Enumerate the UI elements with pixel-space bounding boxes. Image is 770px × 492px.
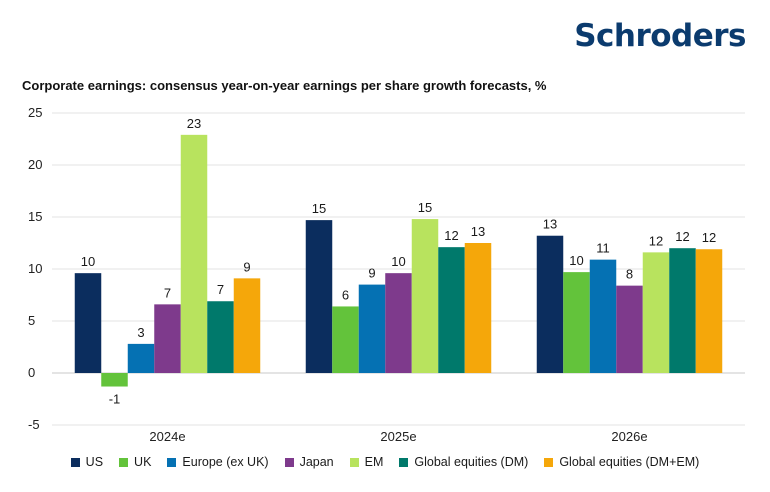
legend-swatch: [119, 457, 129, 467]
legend-item: UK: [119, 455, 151, 469]
bar: [563, 272, 590, 373]
data-label: 13: [471, 224, 485, 239]
data-label: 3: [137, 325, 144, 340]
legend-swatch: [284, 457, 294, 467]
data-label: 11: [596, 241, 610, 256]
bar: [332, 306, 359, 373]
bar: [180, 134, 208, 373]
bar: [464, 243, 492, 373]
data-label: 23: [187, 116, 201, 131]
y-tick-label: -5: [28, 417, 40, 432]
legend-label: UK: [134, 455, 152, 469]
legend-item: EM: [349, 455, 384, 469]
data-label: 12: [444, 228, 458, 243]
chart-legend: US UK Europe (ex UK) Japan EM Global equities…: [0, 455, 770, 469]
bar: [642, 252, 670, 373]
legend-swatch: [70, 457, 80, 467]
legend-item: Europe (ex UK): [167, 455, 269, 469]
data-label: 12: [675, 229, 689, 244]
data-label: 12: [702, 230, 716, 245]
data-label: 8: [626, 267, 633, 282]
chart-title: Corporate earnings: consensus year-on-ye…: [22, 78, 547, 93]
data-label: 12: [649, 233, 663, 248]
bar: [385, 273, 412, 373]
bar: [154, 304, 181, 373]
legend-item: US: [70, 455, 104, 469]
x-tick-label: 2024e: [149, 429, 185, 444]
legend-item: Japan: [284, 455, 334, 469]
data-label: 9: [243, 259, 250, 274]
schroders-logo: Schroders: [574, 18, 746, 54]
bar: [207, 301, 234, 373]
y-tick-label: 20: [28, 157, 42, 172]
y-tick-label: 15: [28, 209, 42, 224]
data-label: 6: [342, 287, 349, 302]
legend-item: Global equities (DM): [399, 455, 528, 469]
data-label: 15: [418, 200, 432, 215]
data-label: 10: [81, 254, 95, 269]
legend-swatch: [399, 457, 409, 467]
bar: [669, 248, 696, 373]
bar: [305, 220, 333, 373]
data-label: 10: [569, 253, 583, 268]
data-label: 10: [391, 254, 405, 269]
legend-swatch: [544, 457, 554, 467]
y-tick-label: 0: [28, 365, 35, 380]
bar: [74, 273, 102, 373]
bar: [101, 373, 128, 387]
bar: [411, 219, 439, 373]
legend-label: Global equities (DM): [414, 455, 529, 469]
data-label: 13: [543, 217, 557, 232]
legend-label: Global equities (DM+EM): [559, 455, 700, 469]
bar: [589, 259, 617, 373]
data-label: 9: [368, 266, 375, 281]
data-label: -1: [109, 392, 121, 407]
data-label: 7: [164, 285, 171, 300]
bar: [233, 278, 261, 373]
bar: [438, 247, 465, 373]
bar: [695, 249, 723, 373]
legend-label: Japan: [299, 455, 334, 469]
legend-item: Global equities (DM+EM): [544, 455, 699, 469]
y-tick-label: 5: [28, 313, 35, 328]
data-label: 15: [312, 201, 326, 216]
legend-swatch: [349, 457, 359, 467]
legend-label: US: [85, 455, 104, 469]
legend-swatch: [167, 457, 177, 467]
bar: [127, 343, 155, 373]
bar: [536, 235, 564, 373]
data-label: 7: [217, 282, 224, 297]
bar: [616, 285, 643, 373]
x-tick-label: 2025e: [380, 429, 416, 444]
bar: [358, 284, 386, 373]
y-tick-label: 25: [28, 105, 42, 120]
x-tick-label: 2026e: [611, 429, 647, 444]
legend-label: EM: [364, 455, 384, 469]
y-tick-label: 10: [28, 261, 42, 276]
legend-label: Europe (ex UK): [182, 455, 269, 469]
